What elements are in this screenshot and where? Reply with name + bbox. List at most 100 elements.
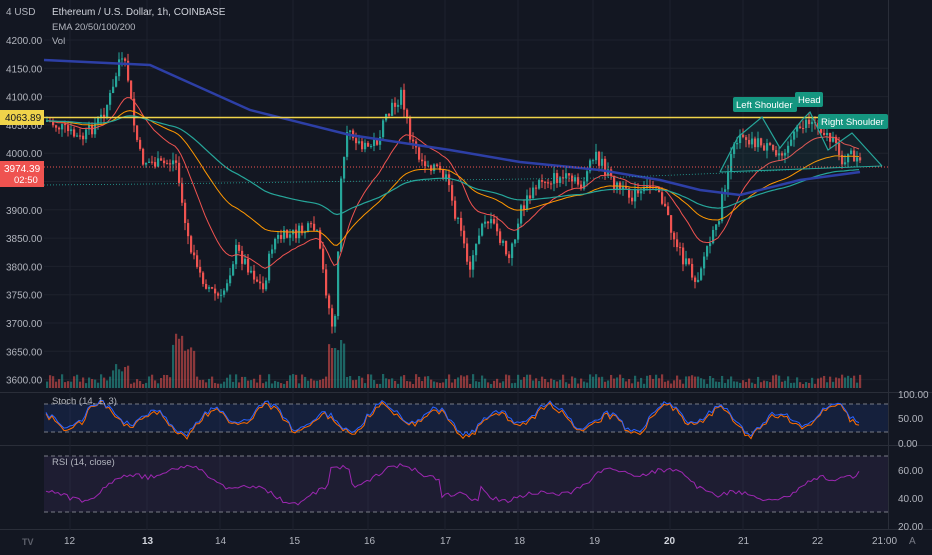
head-annotation[interactable]: Head (795, 92, 823, 107)
candle-body (532, 187, 535, 199)
right-shoulder-annotation[interactable]: Right Shoulder (818, 114, 888, 129)
candle-body (163, 160, 166, 164)
volume-bar (388, 379, 391, 388)
candle-body (730, 154, 733, 173)
volume-bar (142, 383, 145, 388)
candle-body (493, 219, 496, 224)
volume-bar (229, 374, 232, 388)
volume-bar (799, 382, 802, 388)
candle-body (472, 255, 475, 270)
volume-bar (454, 379, 457, 388)
head-and-shoulders-pattern[interactable] (719, 110, 883, 173)
candle-body (268, 253, 271, 281)
volume-bar (277, 381, 280, 388)
candle-body (478, 235, 481, 244)
candle-body (598, 151, 601, 166)
candle-body (505, 240, 508, 255)
volume-bar (820, 377, 823, 388)
candle-body (772, 144, 775, 151)
volume-bar (478, 381, 481, 388)
volume-bar (598, 377, 601, 388)
candle-body (820, 128, 823, 133)
candle-body (691, 263, 694, 278)
volume-bar (325, 376, 328, 388)
volume-bar (265, 381, 268, 388)
neckline[interactable] (719, 165, 883, 173)
price-tick: 3650.00 (6, 347, 43, 358)
candle-body (550, 183, 553, 185)
candle-body (397, 104, 400, 107)
candle-body (466, 243, 469, 262)
time-axis[interactable]: 12 13 14 15 16 17 18 19 20 21 22 21:00 (64, 536, 897, 547)
candle-body (223, 290, 226, 295)
volume-bar (841, 374, 844, 388)
time-tick: 19 (589, 536, 601, 547)
candle-body (166, 163, 169, 165)
auto-scale-toggle[interactable]: A (909, 536, 916, 547)
volume-bar (625, 381, 628, 388)
volume-bar (751, 382, 754, 388)
volume-bar (88, 377, 91, 388)
volume-bar (157, 383, 160, 388)
volume-bar (292, 374, 295, 388)
volume-bar (106, 380, 109, 388)
volume-bar (496, 378, 499, 388)
candle-body (280, 235, 283, 239)
candle-body (148, 161, 151, 163)
volume-bar (115, 364, 118, 388)
candle-body (847, 154, 850, 163)
ema-legend[interactable]: EMA 20/50/100/200 (52, 22, 135, 33)
volume-bar (124, 367, 127, 388)
candle-countdown: 02:50 (14, 175, 38, 186)
volume-bar (304, 376, 307, 388)
ema-200-line (43, 58, 861, 197)
volume-bar (769, 382, 772, 388)
rsi-legend[interactable]: RSI (14, close) (52, 457, 115, 468)
volume-bar (595, 374, 598, 388)
candle-body (451, 185, 454, 201)
candle-body (763, 145, 766, 151)
candle-body (808, 119, 811, 125)
candle-body (271, 249, 274, 254)
candle-body (697, 279, 700, 282)
volume-bar (772, 375, 775, 388)
candle-body (733, 144, 736, 155)
candle-body (118, 59, 121, 77)
volume-bar (736, 381, 739, 388)
candle-body (190, 236, 193, 253)
volume-bar (805, 382, 808, 388)
candle-body (643, 186, 646, 192)
volume-bar (85, 383, 88, 388)
volume-bar (127, 365, 130, 388)
symbol-title[interactable]: Ethereum / U.S. Dollar, 1h, COINBASE (52, 7, 226, 18)
candle-body (205, 283, 208, 289)
volume-bar (196, 376, 199, 388)
candle-body (151, 161, 154, 163)
candle-body (313, 223, 316, 231)
volume-bar (136, 379, 139, 388)
stoch-legend[interactable]: Stoch (14, 1, 3) (52, 396, 117, 407)
volume-bar (91, 379, 94, 388)
volume-bar (244, 376, 247, 388)
price-axis[interactable]: 4200.004150.004100.004050.004000.003950.… (6, 36, 43, 387)
candle-body (622, 186, 625, 190)
candle-body (436, 164, 439, 167)
candle-body (430, 165, 433, 172)
candle-body (115, 76, 118, 87)
volume-bar (835, 377, 838, 388)
candle-body (295, 229, 298, 239)
candle-body (745, 137, 748, 140)
candle-body (262, 283, 265, 290)
left-shoulder-annotation[interactable]: Left Shoulder (733, 97, 797, 112)
vol-legend[interactable]: Vol (52, 36, 65, 47)
volume-bar (382, 374, 385, 388)
candle-body (631, 197, 634, 202)
volume-bar (148, 376, 151, 388)
candle-body (544, 181, 547, 183)
volume-bar (235, 374, 238, 388)
rsi-tick: 20.00 (898, 522, 923, 533)
candle-body (106, 104, 109, 117)
candle-body (574, 177, 577, 182)
candle-body (589, 160, 592, 172)
